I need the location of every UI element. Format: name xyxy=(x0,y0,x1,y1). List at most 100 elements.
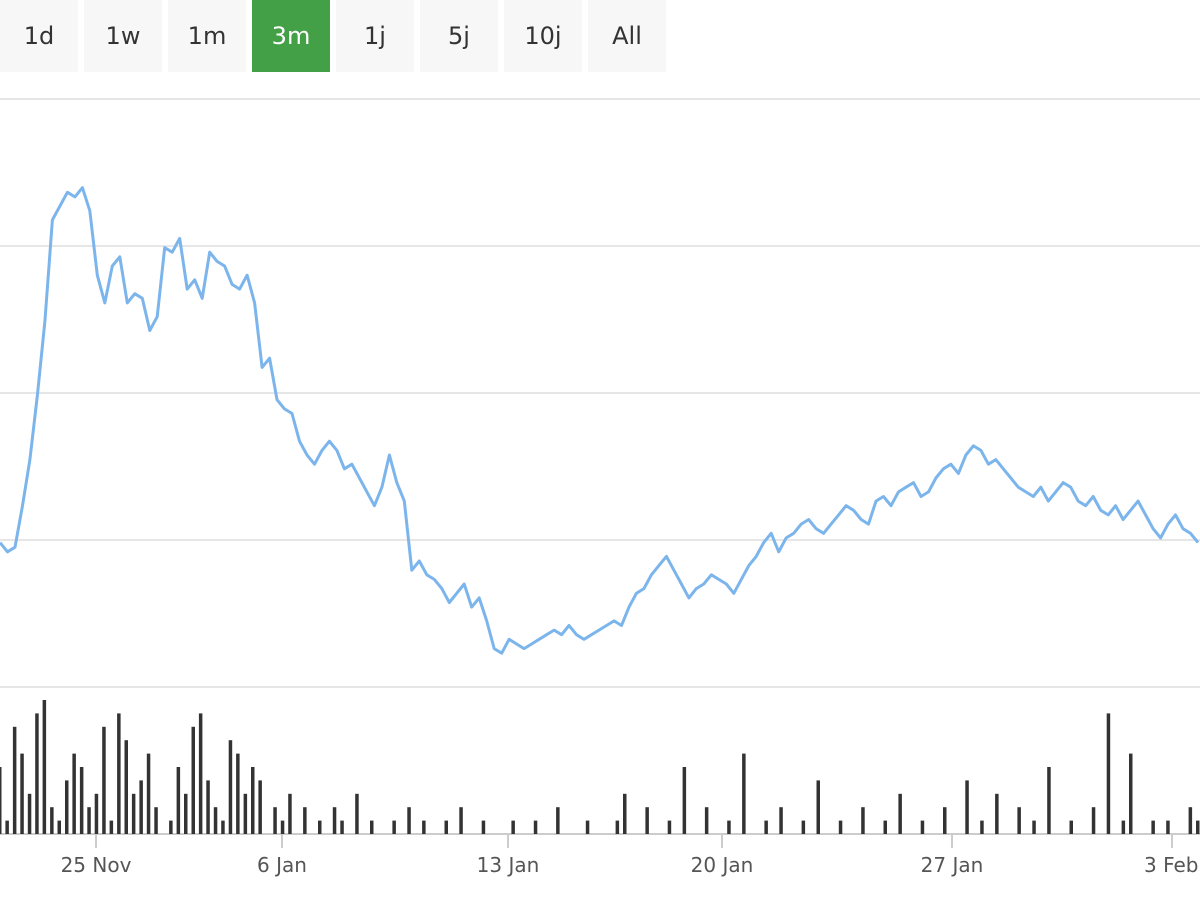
volume-bar xyxy=(146,753,151,834)
volume-bar xyxy=(727,820,731,834)
volume-bar xyxy=(273,807,277,834)
volume-bar xyxy=(370,820,374,834)
volume-bar xyxy=(1121,820,1126,834)
volume-bar xyxy=(154,807,158,834)
range-button-1w[interactable]: 1w xyxy=(84,0,162,72)
volume-bar xyxy=(236,753,240,834)
volume-bar xyxy=(407,807,411,834)
volume-bar xyxy=(623,793,627,834)
volume-bar xyxy=(243,793,248,834)
volume-bar xyxy=(459,807,463,834)
x-tick-label: 6 Jan xyxy=(257,853,307,877)
volume-bar xyxy=(280,820,285,834)
volume-bar xyxy=(1166,820,1170,834)
volume-bar xyxy=(27,793,32,834)
x-tick-label: 13 Jan xyxy=(477,853,540,877)
volume-bar xyxy=(303,807,307,834)
volume-bar xyxy=(72,753,76,834)
range-button-5j[interactable]: 5j xyxy=(420,0,498,72)
volume-bar xyxy=(883,820,887,834)
volume-bar xyxy=(861,807,865,834)
volume-bar xyxy=(355,793,359,834)
volume-bar xyxy=(764,820,768,834)
volume-bar xyxy=(995,793,999,834)
volume-bar xyxy=(1091,807,1096,834)
volume-bar xyxy=(682,767,687,834)
volume-bar xyxy=(1151,820,1155,834)
volume-bar xyxy=(332,807,337,834)
volume-bar xyxy=(251,767,255,834)
volume-bar xyxy=(109,820,114,834)
volume-bar xyxy=(1188,807,1193,834)
volume-bar xyxy=(980,820,984,834)
volume-bar xyxy=(816,780,820,834)
volume-bar xyxy=(838,820,843,834)
range-button-1m[interactable]: 1m xyxy=(168,0,246,72)
range-button-10j[interactable]: 10j xyxy=(504,0,582,72)
volume-bar xyxy=(131,793,136,834)
volume-bar xyxy=(42,700,47,834)
volume-bar xyxy=(318,820,322,834)
volume-bar xyxy=(615,820,620,834)
volume-bars xyxy=(0,700,1200,834)
volume-bar xyxy=(556,807,560,834)
volume-bar xyxy=(206,780,210,834)
volume-bar xyxy=(50,807,54,834)
volume-bar xyxy=(898,793,902,834)
volume-bar xyxy=(1106,713,1111,834)
volume-bar xyxy=(340,820,344,834)
volume-bar xyxy=(20,753,24,834)
volume-bar xyxy=(392,820,396,834)
volume-bar xyxy=(57,820,61,834)
volume-bar xyxy=(87,807,91,834)
price-series-line xyxy=(0,186,1200,655)
range-button-all[interactable]: All xyxy=(588,0,666,72)
range-selector: 1d 1w 1m 3m 1j 5j 10j All xyxy=(0,0,1200,72)
volume-bar xyxy=(444,820,448,834)
volume-bar xyxy=(213,807,218,834)
volume-bar xyxy=(1069,820,1073,834)
volume-bar xyxy=(169,820,173,834)
volume-bar xyxy=(511,820,515,834)
volume-bar xyxy=(102,726,106,834)
volume-bar xyxy=(0,767,2,834)
volume-bar xyxy=(79,767,84,834)
volume-bar xyxy=(35,713,39,834)
volume-bar xyxy=(12,726,17,834)
volume-bar xyxy=(533,820,538,834)
volume-bar xyxy=(422,820,426,834)
volume-bar xyxy=(965,780,969,834)
volume-bar xyxy=(645,807,649,834)
volume-bar xyxy=(221,820,225,834)
x-tick-label: 3 Feb xyxy=(1144,853,1199,877)
volume-bar xyxy=(667,820,672,834)
range-button-3m[interactable]: 3m xyxy=(252,0,330,72)
volume-bar xyxy=(585,820,590,834)
volume-bar xyxy=(1129,753,1133,834)
volume-bar xyxy=(258,780,262,834)
volume-bar xyxy=(1017,807,1021,834)
range-button-1j[interactable]: 1j xyxy=(336,0,414,72)
volume-bar xyxy=(191,726,195,834)
volume-bar xyxy=(228,740,233,834)
grid-lines xyxy=(0,98,1200,835)
volume-bar xyxy=(1047,767,1051,834)
volume-bar xyxy=(94,793,99,834)
volume-bar xyxy=(943,807,947,834)
volume-bar xyxy=(779,807,783,834)
volume-bar xyxy=(704,807,709,834)
x-tick-label: 25 Nov xyxy=(61,853,132,877)
x-tick-label: 20 Jan xyxy=(691,853,754,877)
volume-bar xyxy=(742,753,746,834)
volume-bar xyxy=(198,713,203,834)
volume-bar xyxy=(5,820,9,834)
volume-bar xyxy=(117,713,121,834)
x-axis: 25 Nov 6 Jan 13 Jan 20 Jan 27 Jan 3 Feb xyxy=(61,834,1199,877)
volume-bar xyxy=(481,820,486,834)
x-tick-label: 27 Jan xyxy=(921,853,984,877)
volume-bar xyxy=(184,793,188,834)
volume-bar xyxy=(288,793,292,834)
volume-bar xyxy=(801,820,806,834)
range-button-1d[interactable]: 1d xyxy=(0,0,78,72)
